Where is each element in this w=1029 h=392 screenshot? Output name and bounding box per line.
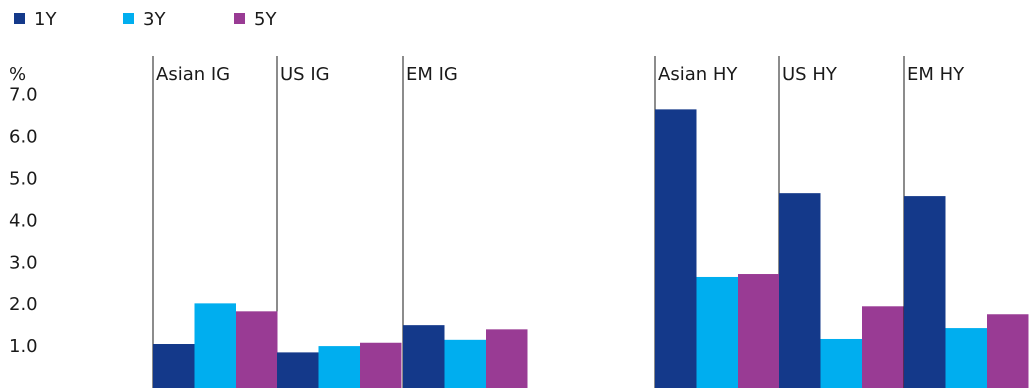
bar-us-hy-3y — [820, 338, 862, 388]
category-label: US IG — [280, 64, 330, 85]
bar-us-hy-1y — [779, 193, 821, 388]
legend-label-3y: 3Y — [143, 9, 166, 30]
y-tick-label: 6.0 — [9, 127, 38, 148]
y-axis-label: % — [9, 64, 26, 85]
category-label: US HY — [782, 64, 838, 85]
y-tick-label: 3.0 — [9, 252, 38, 273]
category-label: Asian IG — [156, 64, 230, 85]
bar-us-hy-5y — [862, 306, 904, 388]
y-tick-label: 4.0 — [9, 210, 38, 231]
y-tick-label: 1.0 — [9, 336, 38, 357]
category-label: EM HY — [907, 64, 965, 85]
legend: 1Y 3Y 5Y — [14, 9, 277, 30]
bar-em-ig-1y — [403, 325, 445, 388]
category-label: EM IG — [406, 64, 458, 85]
bar-em-hy-3y — [945, 328, 987, 388]
bar-us-ig-1y — [277, 352, 319, 388]
y-tick-label: 7.0 — [9, 85, 38, 106]
bar-asian-ig-5y — [236, 311, 278, 388]
bar-em-ig-5y — [486, 329, 528, 388]
category-label: Asian HY — [658, 64, 738, 85]
bar-asian-hy-5y — [738, 274, 780, 388]
bar-em-hy-5y — [987, 314, 1029, 388]
bar-us-ig-3y — [318, 346, 360, 388]
bar-asian-hy-3y — [696, 276, 738, 388]
bar-asian-ig-3y — [194, 303, 236, 388]
legend-swatch-1y — [14, 13, 25, 24]
y-axis-ticks: 1.0 2.0 3.0 4.0 5.0 6.0 7.0 — [9, 85, 38, 357]
y-tick-label: 5.0 — [9, 169, 38, 190]
bar-em-ig-3y — [444, 339, 486, 388]
legend-label-1y: 1Y — [34, 9, 57, 30]
bar-em-hy-1y — [904, 196, 946, 388]
legend-label-5y: 5Y — [254, 9, 277, 30]
legend-swatch-3y — [123, 13, 134, 24]
bar-us-ig-5y — [360, 342, 402, 388]
y-tick-label: 2.0 — [9, 294, 38, 315]
bars — [153, 109, 1029, 389]
legend-swatch-5y — [234, 13, 245, 24]
bar-asian-hy-1y — [655, 109, 697, 389]
bar-asian-ig-1y — [153, 344, 195, 388]
